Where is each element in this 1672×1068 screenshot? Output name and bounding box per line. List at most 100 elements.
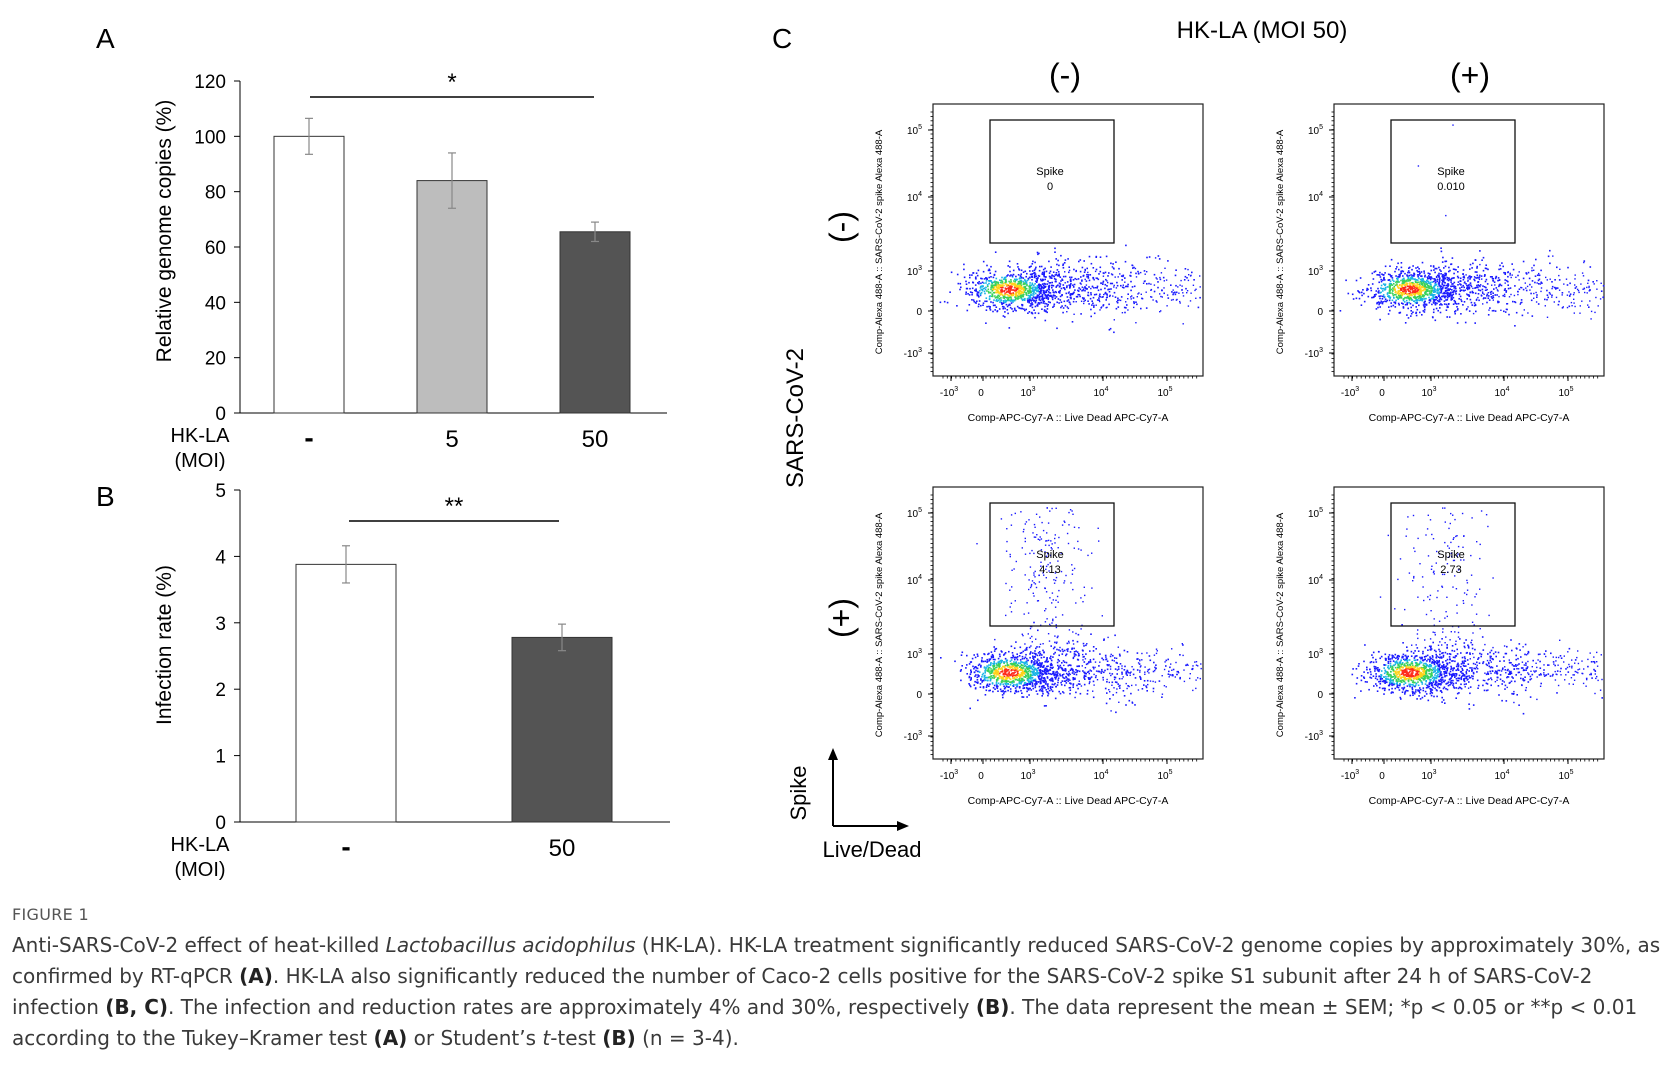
event-dot [1094, 270, 1097, 273]
event-dot [1058, 282, 1061, 284]
event-dot [1360, 304, 1363, 306]
event-dot [1022, 634, 1024, 637]
event-dot [1060, 570, 1063, 573]
event-dot [1414, 287, 1416, 289]
event-dot [1410, 282, 1413, 285]
event-dot [1165, 279, 1168, 281]
event-dot [965, 291, 967, 294]
event-dot [994, 648, 996, 650]
event-dot [1048, 295, 1051, 297]
event-dot [939, 301, 942, 304]
event-dot [1419, 272, 1421, 275]
event-dot [1019, 307, 1022, 310]
event-dot [1388, 284, 1391, 287]
event-dot [1015, 678, 1018, 681]
event-dot [1023, 282, 1025, 284]
event-dot [1104, 271, 1107, 274]
event-dot [995, 289, 998, 292]
event-dot [1039, 680, 1042, 682]
event-dot [1037, 662, 1039, 665]
event-dot [1514, 285, 1516, 287]
event-dot [1468, 275, 1470, 278]
event-dot [1199, 286, 1201, 288]
event-dot [1119, 687, 1121, 689]
event-dot [997, 297, 999, 299]
event-dot [1048, 689, 1051, 692]
event-dot [1162, 276, 1165, 279]
event-dot [1022, 298, 1025, 301]
event-dot [1072, 292, 1075, 294]
event-dot [1023, 528, 1025, 531]
event-dot [1044, 544, 1047, 546]
event-dot [1003, 290, 1006, 293]
event-dot [1438, 272, 1440, 275]
event-dot [1093, 306, 1095, 308]
event-dot [1439, 300, 1441, 303]
event-dot [1424, 303, 1426, 305]
event-dot [1414, 297, 1416, 299]
event-dot [1040, 290, 1042, 292]
event-dot [1492, 309, 1495, 312]
event-dot [1001, 305, 1004, 308]
event-dot [1444, 272, 1446, 275]
event-dot [1021, 292, 1023, 294]
event-dot [1045, 668, 1048, 670]
event-dot [1109, 691, 1111, 693]
event-dot [1056, 595, 1059, 598]
event-dot [1017, 690, 1020, 693]
event-dot [1411, 288, 1414, 290]
event-dot [1000, 518, 1003, 520]
event-dot [1453, 272, 1455, 275]
event-dot [1039, 654, 1041, 657]
event-dot [997, 294, 1000, 297]
event-dot [1061, 305, 1063, 307]
event-dot [1058, 666, 1060, 668]
event-dot [1031, 674, 1034, 677]
event-dot [1037, 629, 1039, 632]
event-dot [1103, 671, 1105, 674]
event-dot [1379, 276, 1382, 278]
event-dot [1027, 312, 1029, 314]
event-dot [1023, 278, 1026, 281]
event-dot [1390, 275, 1392, 278]
event-dot [987, 666, 990, 668]
event-dot [1380, 300, 1382, 303]
event-dot [1132, 267, 1134, 269]
event-dot [1115, 661, 1118, 664]
event-dot [1040, 672, 1042, 674]
event-dot [1401, 293, 1404, 296]
event-dot [1436, 297, 1439, 299]
event-dot [1012, 685, 1015, 687]
event-dot [1065, 292, 1068, 295]
event-dot [1059, 673, 1061, 675]
event-dot [991, 290, 994, 292]
event-dot [1512, 268, 1515, 271]
event-dot [1462, 269, 1465, 271]
event-dot [985, 286, 987, 289]
event-dot [1553, 301, 1555, 303]
event-dot [1553, 286, 1556, 289]
event-dot [1013, 674, 1016, 677]
event-dot [1420, 282, 1423, 284]
event-dot [987, 653, 989, 656]
event-dot [1063, 692, 1065, 694]
event-dot [1031, 283, 1034, 286]
event-dot [1018, 307, 1020, 309]
event-dot [973, 667, 975, 670]
event-dot [1155, 277, 1157, 279]
event-dot [982, 287, 985, 290]
event-dot [1093, 673, 1095, 676]
event-dot [1139, 669, 1141, 672]
event-dot [1014, 662, 1017, 665]
event-dot [1063, 673, 1065, 675]
event-dot [1072, 513, 1074, 515]
event-dot [1089, 297, 1092, 300]
event-dot [1010, 659, 1013, 661]
event-dot [1044, 667, 1047, 670]
event-dot [1052, 647, 1055, 650]
event-dot [1072, 284, 1074, 286]
event-dot [966, 309, 969, 312]
event-dot [1402, 277, 1405, 280]
event-dot [1395, 293, 1397, 296]
event-dot [1127, 309, 1129, 311]
